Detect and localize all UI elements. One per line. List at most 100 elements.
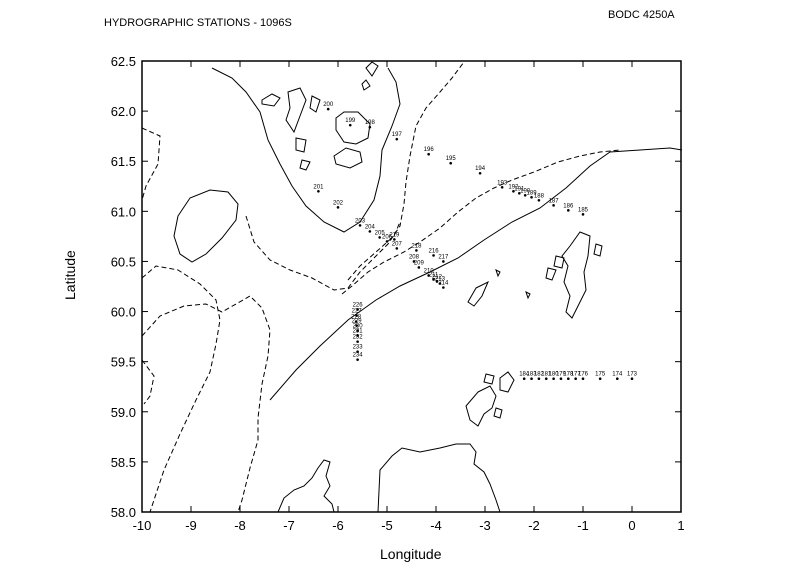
x-tick-label: 1 xyxy=(677,518,684,533)
station-label: 173 xyxy=(627,372,638,378)
station-point xyxy=(356,308,359,311)
station-point xyxy=(544,377,548,381)
station-label: 188 xyxy=(534,193,545,199)
x-tick-label: -9 xyxy=(185,518,197,533)
plot-axes: -10 -9 -8 -7 -6 -5 -4 -3 -2 -1 0 158.058.559.059.56… xyxy=(111,54,685,533)
depth-contours xyxy=(141,61,621,513)
station-label: 187 xyxy=(549,198,560,204)
station-point xyxy=(336,206,340,209)
station-label: 193 xyxy=(497,180,508,186)
station-point xyxy=(395,247,399,250)
station-label: 231 xyxy=(353,329,364,335)
y-tick-label: 61.5 xyxy=(111,154,136,169)
station-point xyxy=(368,125,372,129)
station-point xyxy=(395,137,399,141)
station-label: 174 xyxy=(612,372,623,378)
station-point xyxy=(552,377,555,381)
station-label: 214 xyxy=(438,281,449,287)
x-tick-label: -10 xyxy=(133,518,152,533)
y-tick-label: 62.5 xyxy=(111,54,136,69)
faroe-islands xyxy=(261,87,321,171)
scottish-shelf-edge xyxy=(269,147,683,401)
station-label: 176 xyxy=(578,372,589,378)
station-point xyxy=(356,340,359,343)
station-point xyxy=(435,280,439,283)
station-point xyxy=(500,185,504,189)
station-label: 177 xyxy=(571,372,582,378)
station-point xyxy=(559,377,563,381)
bank-contour-3 xyxy=(333,147,363,169)
station-point xyxy=(581,213,585,216)
bank-contour-1 xyxy=(173,189,239,263)
station-label: 218 xyxy=(411,243,422,249)
station-point xyxy=(567,209,570,212)
station-label: 230 xyxy=(353,324,364,330)
y-tick-label: 58.5 xyxy=(111,455,136,470)
station-point xyxy=(348,123,352,127)
station-point xyxy=(356,334,359,337)
station-point xyxy=(630,377,634,381)
station-label: 196 xyxy=(424,147,435,153)
station-point xyxy=(552,204,555,207)
contour-shelf xyxy=(141,295,271,513)
y-tick-label: 58.0 xyxy=(111,505,136,520)
station-label: 208 xyxy=(409,254,420,260)
station-point xyxy=(385,240,389,243)
station-point xyxy=(518,191,521,195)
station-label: 211 xyxy=(429,272,439,278)
station-point xyxy=(478,171,482,175)
y-tick-label: 62.0 xyxy=(111,104,136,119)
y-tick-label: 59.5 xyxy=(111,355,136,370)
station-label: 178 xyxy=(563,372,574,378)
x-tick-label: -2 xyxy=(528,518,540,533)
station-label: 210 xyxy=(424,268,435,274)
station-label: 217 xyxy=(438,254,449,260)
station-point xyxy=(355,314,358,317)
station-point xyxy=(356,350,359,353)
x-axis-title: Longitude xyxy=(380,546,442,562)
station-point xyxy=(523,193,527,197)
reference-code: BODC 4250A xyxy=(608,9,675,21)
station-label: 216 xyxy=(429,248,440,254)
contour-inner xyxy=(347,221,401,281)
station-label: 199 xyxy=(345,118,356,124)
station-label: 226 xyxy=(353,303,364,309)
station-point xyxy=(449,161,453,165)
contour-slope xyxy=(141,359,155,405)
station-label: 190 xyxy=(520,188,531,194)
small-contour xyxy=(361,61,379,91)
station-point xyxy=(415,249,418,252)
station-label: 204 xyxy=(365,224,376,230)
station-label: 209 xyxy=(414,260,425,266)
station-point xyxy=(378,236,381,239)
station-label: 228 xyxy=(351,315,362,321)
x-tick-label: -4 xyxy=(430,518,442,533)
coastlines xyxy=(173,61,683,513)
station-point xyxy=(438,282,442,285)
station-point xyxy=(427,274,430,277)
station-point xyxy=(355,324,358,327)
station-label: 197 xyxy=(392,132,403,138)
station-label: 185 xyxy=(578,207,589,213)
station-point xyxy=(326,107,330,111)
station-label: 195 xyxy=(446,156,457,162)
station-point xyxy=(432,278,435,281)
station-label: 206 xyxy=(382,234,393,240)
station-point xyxy=(537,377,541,381)
plot-frame xyxy=(141,60,682,513)
station-point xyxy=(530,377,533,381)
station-point xyxy=(427,152,430,156)
x-tick-label: 0 xyxy=(628,518,635,533)
station-label: 213 xyxy=(435,276,446,282)
station-point xyxy=(530,196,533,199)
shetland-islands xyxy=(525,231,603,319)
station-point xyxy=(442,286,445,289)
station-label: 186 xyxy=(563,203,574,209)
station-label: 189 xyxy=(527,190,538,196)
station-point xyxy=(358,224,362,227)
x-tick-label: -3 xyxy=(479,518,491,533)
small-islands xyxy=(467,269,501,307)
station-label: 191 xyxy=(514,186,525,192)
y-tick-label: 60.5 xyxy=(111,254,136,269)
